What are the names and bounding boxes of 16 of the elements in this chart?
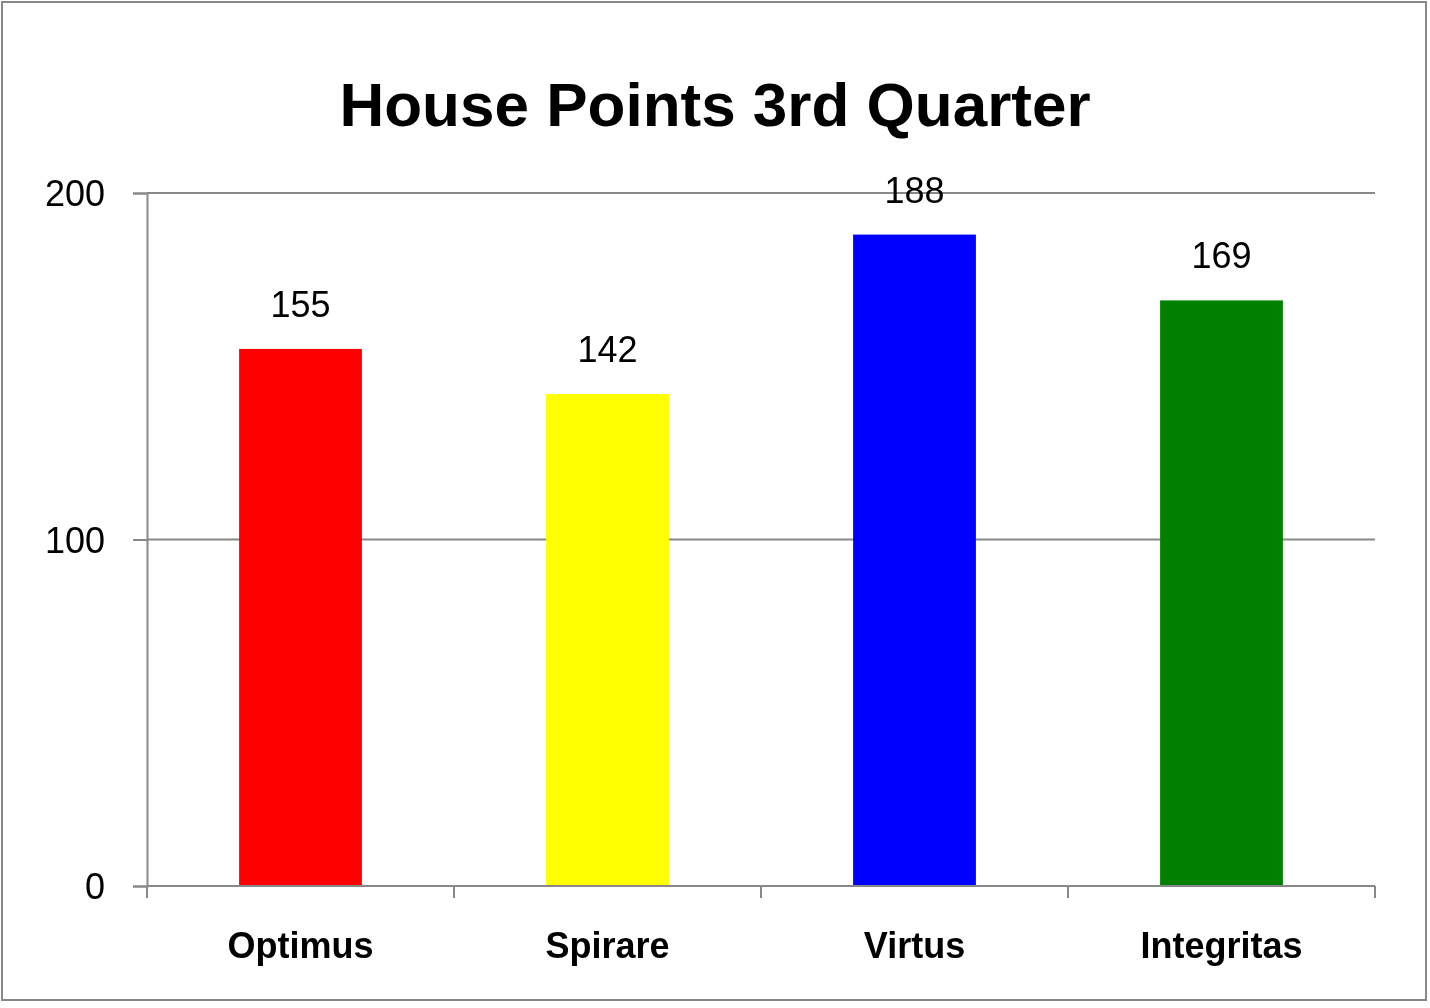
bar [1160, 300, 1283, 886]
y-tick-label: 200 [44, 173, 105, 215]
x-tick-label: Integritas [1140, 925, 1303, 966]
data-label: 188 [884, 169, 945, 211]
chart-title: House Points 3rd Quarter [339, 70, 1091, 139]
bar [546, 393, 669, 886]
x-tick-label: Spirare [545, 925, 670, 966]
x-tick-label: Virtus [863, 925, 966, 966]
data-label: 155 [270, 283, 331, 325]
y-tick-label: 0 [84, 866, 105, 908]
bar [239, 348, 362, 886]
bar [853, 234, 976, 886]
x-tick-label: Optimus [227, 925, 374, 966]
data-label: 142 [577, 328, 638, 370]
data-label: 169 [1191, 235, 1252, 277]
y-tick-label: 100 [44, 519, 105, 561]
